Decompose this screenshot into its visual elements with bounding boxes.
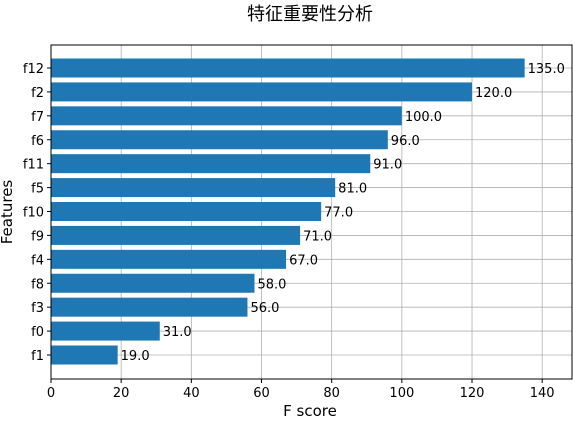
bar-f5 [51,178,336,198]
x-tick-label: 80 [323,386,340,401]
data-label-f4: 67.0 [289,253,318,268]
y-tick-label-f7: f7 [31,110,44,125]
y-tick-label-f10: f10 [23,206,44,221]
data-label-f10: 77.0 [324,206,353,221]
x-tick-label: 20 [113,386,130,401]
x-axis-ticks: 0 20 40 60 80 100 120 140 [47,379,555,401]
y-tick-label-f4: f4 [31,253,44,268]
y-tick-label-f0: f0 [31,325,44,340]
data-label-f6: 96.0 [391,134,420,149]
bar-f7 [51,106,402,126]
bar-f4 [51,249,287,269]
y-tick-label-f5: f5 [31,182,44,197]
y-axis-label: Features [0,180,16,245]
x-tick-label: 120 [460,386,485,401]
bar-f8 [51,273,255,293]
data-label-f5: 81.0 [338,182,367,197]
bar-f1 [51,345,118,365]
data-label-f11: 91.0 [373,158,402,173]
bar-f0 [51,321,160,341]
bar-f9 [51,225,301,245]
data-labels-group: 135.0120.0100.096.091.081.077.071.067.05… [121,62,565,364]
y-axis-ticks: f12 f2 f7 f6 f11 f5 f10 f9 f4 f8 f3 f0 f1 [23,62,51,364]
x-tick-label: 100 [389,386,414,401]
y-tick-label-f1: f1 [31,349,44,364]
data-label-f7: 100.0 [405,110,442,125]
x-axis-label: F score [283,402,337,419]
y-tick-label-f11: f11 [23,158,44,173]
x-tick-label: 140 [530,386,555,401]
bars-group [51,58,525,365]
y-tick-label-f3: f3 [31,301,44,316]
chart-title: 特征重要性分析 [247,4,373,25]
data-label-f2: 120.0 [475,86,512,101]
y-tick-label-f12: f12 [23,62,44,77]
x-tick-label: 0 [47,386,55,401]
data-label-f8: 58.0 [257,277,286,292]
bar-f10 [51,202,322,221]
bar-f6 [51,130,388,150]
data-label-f0: 31.0 [163,325,192,340]
y-tick-label-f8: f8 [31,277,44,292]
data-label-f1: 19.0 [121,349,150,364]
x-tick-label: 40 [183,386,200,401]
bar-f11 [51,154,371,174]
bar-f2 [51,82,473,102]
bar-f3 [51,297,248,317]
y-tick-label-f2: f2 [31,86,44,101]
y-tick-label-f6: f6 [31,134,44,149]
data-label-f12: 135.0 [528,62,565,77]
bar-f12 [51,58,525,78]
x-tick-label: 60 [253,386,270,401]
data-label-f3: 56.0 [250,301,279,316]
data-label-f9: 71.0 [303,229,332,244]
y-tick-label-f9: f9 [31,229,44,244]
